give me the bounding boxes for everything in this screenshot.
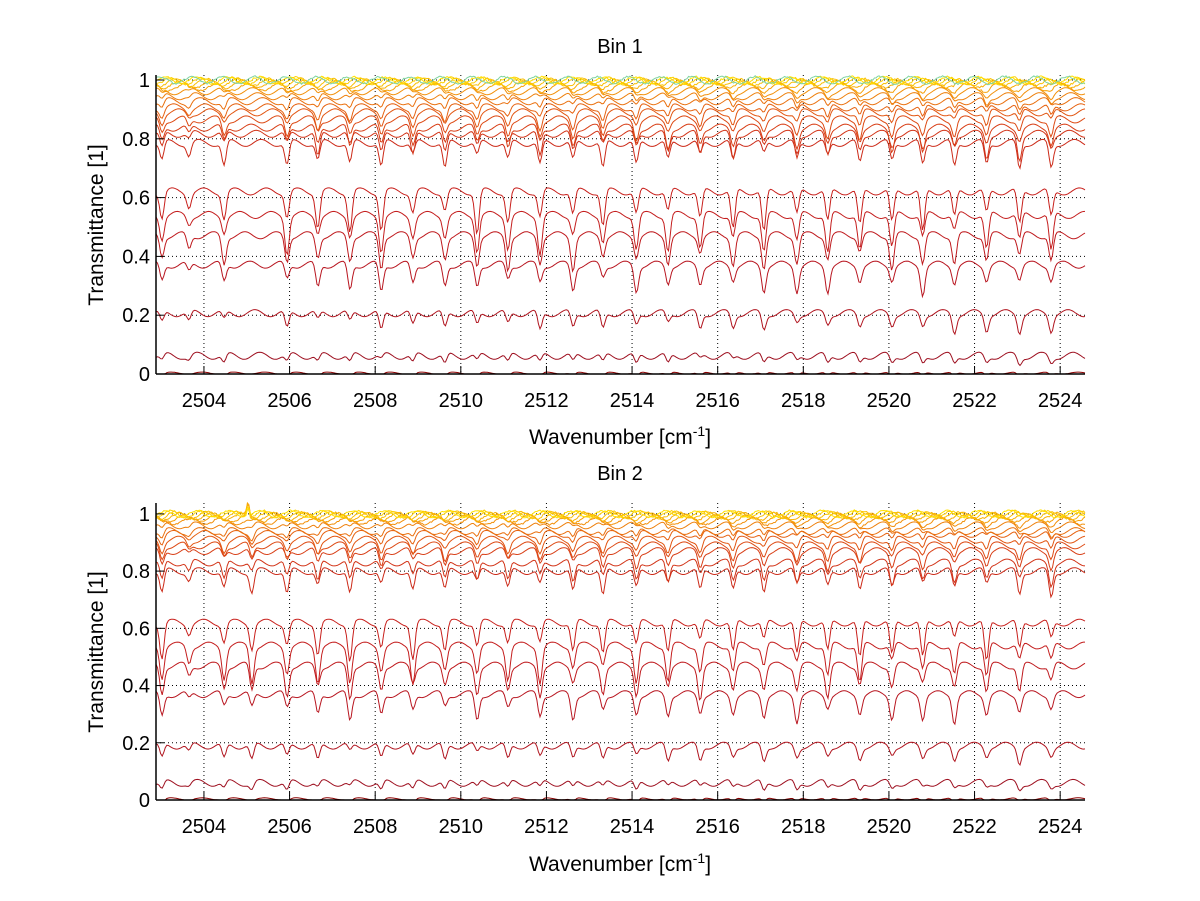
series-line-19 [155, 77, 1086, 89]
y-tick-label: 0.8 [122, 561, 150, 583]
series-line-8 [155, 138, 1086, 170]
series-line-21 [155, 507, 1086, 520]
y-axis-label: Transmittance [1] [85, 144, 108, 305]
series-line-21 [155, 75, 1086, 86]
x-axis-label: Wavenumber [cm-1] [529, 850, 711, 876]
x-tick-label: 2514 [610, 816, 655, 838]
series-line-6 [155, 641, 1085, 686]
series-line-4 [155, 260, 1086, 299]
x-tick-label: 2506 [267, 816, 312, 838]
y-tick-label: 0 [139, 364, 150, 386]
x-tick-label: 2504 [182, 390, 227, 412]
series-line-3 [155, 309, 1086, 336]
series-line-15 [155, 92, 1086, 106]
x-axis-ticks: 2504 2506 2508 2510 2512 2514 2516 2518 2520 2522… [182, 792, 1083, 838]
series-line-12 [155, 108, 1086, 133]
axes [155, 75, 1085, 375]
y-tick-label: 0 [139, 790, 150, 812]
x-tick-label: 2518 [781, 816, 826, 838]
x-axis-ticks: 2504 2506 2508 2510 2512 2514 2516 2518 2520 2522… [182, 366, 1083, 412]
series-line-8 [155, 567, 1086, 599]
y-tick-label: 0.6 [122, 188, 150, 210]
subplot-bin-1: Bin 1 2504 2506 2508 2510 2512 2514 2516 2518 25… [85, 36, 1086, 449]
series-line-22 [155, 74, 1086, 86]
series-line-2 [155, 778, 1086, 792]
x-tick-label: 2506 [267, 390, 312, 412]
series-line-12 [155, 535, 1086, 556]
series-line-3 [155, 741, 1086, 766]
series-line-11 [155, 115, 1086, 143]
y-tick-label: 1 [139, 70, 150, 92]
x-tick-label: 2510 [439, 816, 484, 838]
series-line-19 [156, 505, 1086, 521]
series-line-16 [155, 87, 1086, 101]
y-tick-label: 0.2 [122, 305, 150, 327]
series-line-15 [155, 521, 1086, 534]
x-tick-label: 2514 [610, 390, 655, 412]
series-line-6 [155, 210, 1086, 256]
series-line-9 [155, 558, 1086, 589]
x-tick-label: 2512 [524, 390, 569, 412]
x-tick-label: 2520 [867, 816, 912, 838]
series-line-16 [155, 516, 1086, 529]
series-line-5 [155, 661, 1086, 701]
x-tick-label: 2510 [439, 390, 484, 412]
x-tick-label: 2504 [182, 816, 227, 838]
series-line-10 [155, 547, 1086, 573]
series-line-11 [155, 541, 1086, 564]
y-tick-label: 0.4 [122, 676, 150, 698]
y-axis-label: Transmittance [1] [85, 571, 108, 732]
x-tick-label: 2522 [952, 390, 997, 412]
y-tick-label: 0.4 [122, 246, 150, 268]
y-axis-ticks: 0 0.2 0.4 0.6 0.8 1 [122, 504, 164, 812]
series-line-9 [155, 129, 1086, 163]
series-line-13 [155, 103, 1086, 123]
subplot-bin-2: Bin 2 2504 2506 2508 2510 2512 2514 2516 2518 25… [85, 463, 1086, 876]
axes [155, 503, 1085, 801]
x-tick-label: 2524 [1038, 816, 1083, 838]
x-tick-label: 2516 [695, 390, 740, 412]
series-line-14 [155, 527, 1086, 542]
y-tick-label: 0.6 [122, 618, 150, 640]
x-axis-label: Wavenumber [cm-1] [529, 423, 711, 449]
series-line-4 [155, 690, 1086, 726]
x-tick-label: 2520 [867, 390, 912, 412]
y-axis-ticks: 0 0.2 0.4 0.6 0.8 1 [122, 70, 164, 386]
x-tick-label: 2522 [952, 816, 997, 838]
series-line-10 [155, 123, 1086, 154]
x-tick-label: 2524 [1038, 390, 1083, 412]
y-tick-label: 0.2 [122, 733, 150, 755]
series-line-2 [155, 351, 1086, 367]
series-line-14 [155, 97, 1086, 111]
x-tick-label: 2508 [353, 816, 398, 838]
series-line-7 [155, 618, 1086, 662]
x-tick-label: 2508 [353, 390, 398, 412]
chart-title: Bin 1 [597, 36, 643, 58]
y-tick-label: 1 [139, 504, 150, 526]
chart-title: Bin 2 [597, 463, 643, 485]
x-tick-label: 2518 [781, 390, 826, 412]
series-group [155, 74, 1086, 375]
series-group [155, 501, 1086, 801]
y-tick-label: 0.8 [122, 129, 150, 151]
series-line-5 [155, 231, 1086, 273]
x-tick-label: 2516 [695, 816, 740, 838]
x-tick-label: 2512 [524, 816, 569, 838]
series-line-7 [155, 187, 1086, 236]
